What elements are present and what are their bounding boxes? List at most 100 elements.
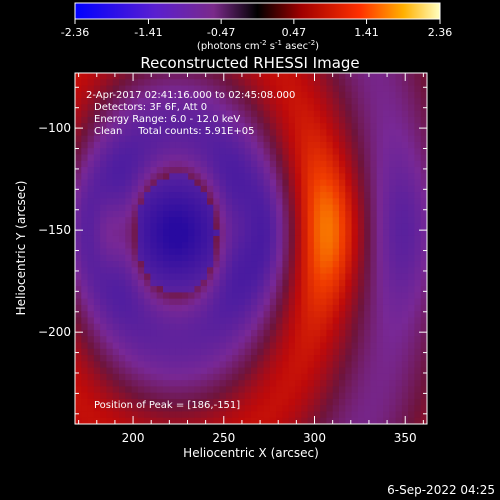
heatmap-cell bbox=[194, 367, 202, 375]
heatmap-cell bbox=[175, 229, 183, 237]
heatmap-cell bbox=[144, 185, 151, 193]
heatmap-cell bbox=[401, 210, 409, 218]
heatmap-cell bbox=[100, 373, 107, 381]
x-axis-ticks: 200 250 300 350 bbox=[78, 73, 424, 445]
heatmap-cell bbox=[219, 116, 227, 124]
heatmap-cell bbox=[119, 417, 126, 424]
heatmap-cell bbox=[163, 361, 170, 369]
heatmap-cell bbox=[93, 229, 101, 237]
heatmap-cell bbox=[420, 217, 427, 224]
heatmap-cell bbox=[395, 286, 403, 293]
heatmap-cell bbox=[200, 273, 208, 281]
heatmap-cell bbox=[131, 148, 139, 155]
heatmap-cell bbox=[326, 342, 334, 350]
heatmap-cell bbox=[414, 160, 422, 168]
heatmap-cell bbox=[125, 217, 133, 224]
heatmap-cell bbox=[163, 386, 170, 394]
heatmap-cell bbox=[119, 386, 126, 394]
heatmap-cell bbox=[414, 411, 422, 419]
heatmap-cell bbox=[87, 217, 95, 224]
heatmap-cell bbox=[414, 254, 422, 262]
heatmap-cell bbox=[357, 248, 365, 256]
heatmap-cell bbox=[307, 348, 315, 356]
heatmap-cell bbox=[169, 192, 177, 199]
heatmap-cell bbox=[163, 173, 170, 181]
heatmap-cell bbox=[93, 210, 101, 218]
heatmap-cell bbox=[357, 79, 365, 87]
heatmap-cell bbox=[307, 411, 315, 419]
heatmap-cell bbox=[295, 292, 302, 300]
heatmap-cell bbox=[307, 85, 315, 93]
heatmap-cell bbox=[401, 373, 409, 381]
heatmap-cell bbox=[320, 336, 327, 344]
heatmap-cell bbox=[420, 160, 427, 168]
heatmap-cell bbox=[351, 355, 359, 362]
heatmap-cell bbox=[200, 73, 208, 80]
heatmap-cell bbox=[188, 148, 195, 155]
heatmap-cell bbox=[313, 116, 321, 124]
heatmap-cell bbox=[357, 411, 365, 419]
heatmap-cell bbox=[383, 317, 390, 325]
heatmap-cell bbox=[238, 217, 246, 224]
heatmap-cell bbox=[219, 85, 227, 93]
heatmap-cell bbox=[401, 217, 409, 224]
heatmap-cell bbox=[345, 304, 353, 312]
heatmap-cell bbox=[282, 329, 290, 337]
heatmap-cell bbox=[257, 204, 265, 212]
heatmap-cell bbox=[194, 392, 202, 400]
heatmap-cell bbox=[383, 192, 390, 199]
heatmap-cell bbox=[244, 160, 252, 168]
heatmap-cell bbox=[357, 104, 365, 112]
heatmap-cell bbox=[389, 323, 397, 331]
heatmap-cell bbox=[207, 85, 214, 93]
heatmap-cell bbox=[251, 98, 258, 105]
heatmap-cell bbox=[244, 110, 252, 118]
heatmap-cell bbox=[175, 98, 183, 105]
heatmap-cell bbox=[288, 141, 296, 149]
heatmap-cell bbox=[232, 79, 239, 87]
heatmap-cell bbox=[257, 329, 265, 337]
heatmap-cell bbox=[383, 204, 390, 212]
heatmap-cell bbox=[125, 367, 133, 375]
heatmap-cell bbox=[276, 223, 283, 231]
heatmap-cell bbox=[263, 380, 271, 387]
heatmap-cell bbox=[251, 110, 258, 118]
heatmap-cell bbox=[326, 123, 334, 130]
heatmap-cell bbox=[351, 185, 359, 193]
heatmap-cell bbox=[295, 104, 302, 112]
heatmap-cell bbox=[244, 91, 252, 99]
heatmap-cell bbox=[131, 123, 139, 130]
heatmap-cell bbox=[232, 298, 239, 306]
heatmap-cell bbox=[251, 373, 258, 381]
heatmap-cell bbox=[81, 267, 89, 275]
heatmap-cell bbox=[119, 323, 126, 331]
heatmap-cell bbox=[93, 123, 101, 130]
heatmap-cell bbox=[332, 392, 340, 400]
heatmap-cell bbox=[251, 380, 258, 387]
heatmap-cell bbox=[194, 154, 202, 162]
heatmap-cell bbox=[100, 98, 107, 105]
heatmap-cell bbox=[106, 154, 114, 162]
heatmap-cell bbox=[125, 223, 133, 231]
heatmap-cell bbox=[408, 104, 415, 112]
heatmap-cell bbox=[225, 292, 233, 300]
heatmap-cell bbox=[125, 279, 133, 287]
heatmap-cell bbox=[125, 179, 133, 187]
heatmap-cell bbox=[263, 392, 271, 400]
heatmap-cell bbox=[169, 336, 177, 344]
heatmap-cell bbox=[370, 116, 378, 124]
heatmap-cell bbox=[131, 91, 139, 99]
heatmap-cell bbox=[420, 373, 427, 381]
heatmap-cell bbox=[81, 154, 89, 162]
heatmap-cell bbox=[106, 342, 114, 350]
heatmap-cell bbox=[87, 110, 95, 118]
heatmap-cell bbox=[156, 179, 164, 187]
heatmap-cell bbox=[269, 185, 277, 193]
heatmap-cell bbox=[276, 292, 283, 300]
heatmap-cell bbox=[408, 141, 415, 149]
heatmap-cell bbox=[263, 317, 271, 325]
heatmap-cell bbox=[376, 392, 384, 400]
heatmap-cell bbox=[93, 311, 101, 318]
heatmap-cell bbox=[339, 398, 346, 406]
colorbar-tick-label: 1.41 bbox=[354, 26, 379, 39]
